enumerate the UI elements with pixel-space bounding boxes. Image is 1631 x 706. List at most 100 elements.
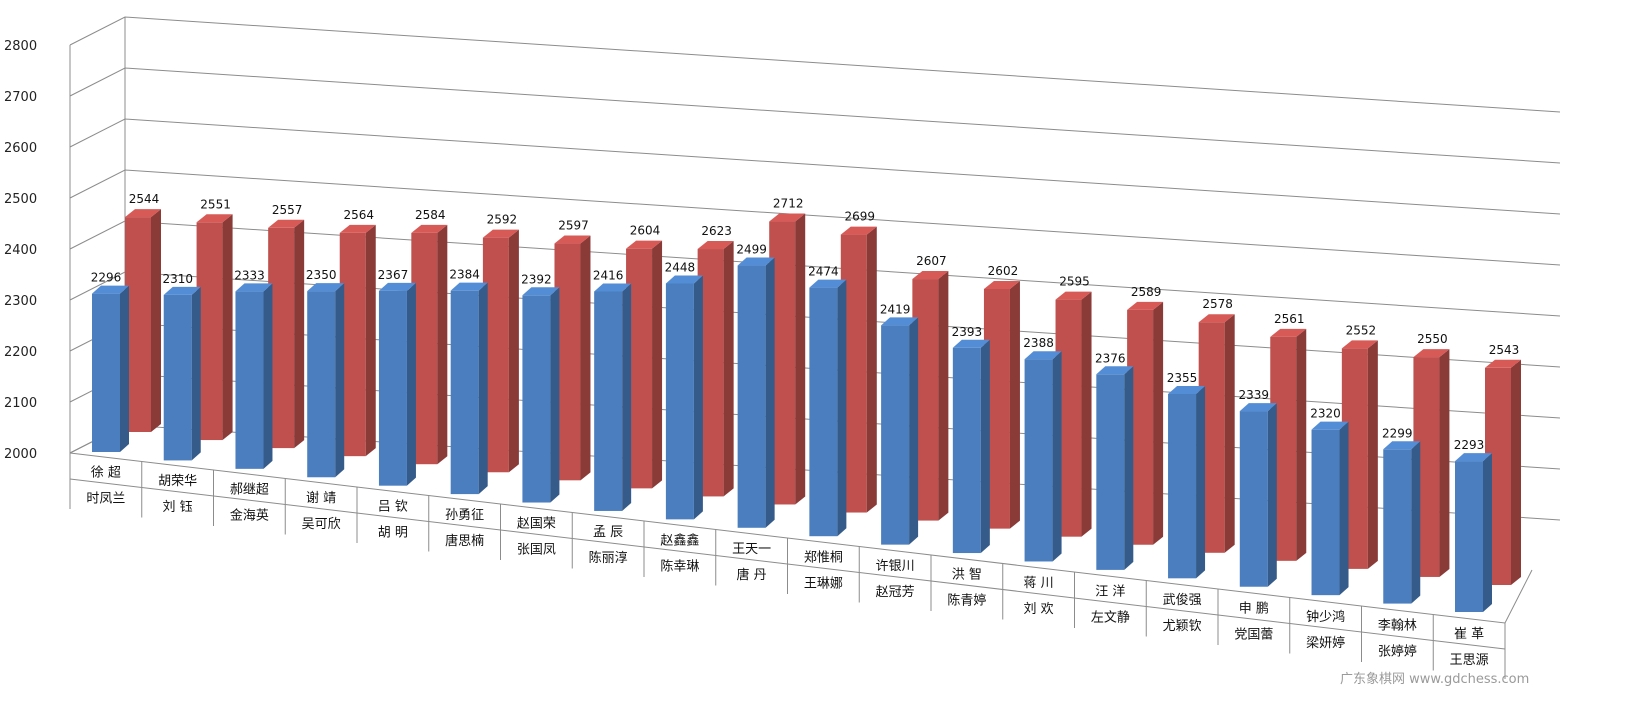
category-label-1: 孙勇征 [445,508,484,523]
series-1-bar [665,275,703,520]
category-label-2: 刘 欢 [1024,602,1054,617]
category-label-2: 张国凤 [517,542,556,557]
bar-top-face [1055,291,1092,300]
data-label: 2564 [343,208,374,222]
y-tick-label: 2600 [4,141,37,156]
category-label-2: 梁妍婷 [1306,635,1345,651]
data-label: 2333 [234,268,265,282]
bar-side-face [1439,349,1450,577]
category-label-1: 孟 辰 [593,525,623,540]
bar-top-face [1455,453,1492,462]
bar-top-face [92,285,129,294]
series-1-bar [235,283,273,469]
bar-side-face [222,214,233,441]
bar-side-face [1267,403,1277,587]
bar-front-face [522,295,551,503]
series-2-bar [697,241,734,497]
bar-front-face [163,294,192,461]
bar-side-face [1224,314,1235,553]
data-label: 2310 [162,272,193,286]
bar-front-face [196,222,223,441]
y-tick-label: 2800 [4,39,37,54]
category-label-1: 谢 靖 [306,490,336,506]
category-label-2: 金海英 [230,507,269,523]
bar-top-face [339,224,376,233]
series-1-bar [1383,441,1421,604]
bar-side-face [622,283,632,511]
bar-front-face [1168,393,1197,579]
data-label: 2293 [1454,438,1485,452]
bar-front-face [809,287,838,537]
data-label: 2388 [1023,336,1054,350]
bar-side-face [837,279,847,537]
bar-side-face [335,283,345,478]
category-label-1: 郑惟桐 [804,550,843,565]
y-tick-label: 2400 [4,243,37,258]
bar-front-face [665,283,694,520]
series-1-bar [594,283,632,511]
data-label: 2499 [736,243,767,257]
bar-front-face [378,290,407,486]
data-label: 2384 [449,268,480,282]
bar-top-face [1239,403,1277,412]
bar-side-face [1296,328,1307,561]
category-label-1: 钟少鸿 [1306,609,1345,625]
data-labels: 2544 2296 2551 2310 2557 2333 2564 2350 2584 2367… [91,192,1520,452]
category-label-1: 赵鑫鑫 [660,532,699,548]
bar-side-face [508,229,519,473]
bar-side-face [151,209,161,432]
series-1-bar [1311,421,1349,596]
data-label: 2393 [952,325,983,339]
data-label: 2376 [1095,351,1126,365]
bar-top-face [881,317,919,326]
bar-top-face [952,339,990,348]
bar-top-face [196,214,233,223]
category-label-2: 赵冠芳 [876,585,915,600]
bar-front-face [1455,461,1483,612]
bar-side-face [191,286,201,461]
data-label: 2392 [521,272,552,286]
category-label-1: 武俊强 [1163,593,1202,608]
series-1-bar [1168,385,1206,579]
category-label-1: 蒋 川 [1024,576,1054,591]
bar-top-face [1168,385,1206,394]
series-1-bar [1096,366,1134,570]
bar-top-face [1485,359,1521,368]
bar-top-face [163,286,201,295]
bar-front-face [1239,411,1268,587]
bar-side-face [1052,351,1062,562]
series-2-bar [196,214,233,441]
data-label: 2419 [880,302,911,316]
bar-front-face [1311,429,1340,596]
bar-side-face [1081,291,1092,537]
bar-side-face [909,317,919,545]
bar-front-face [1383,449,1412,604]
bar-side-face [938,271,949,521]
y-tick-label: 2500 [4,192,37,207]
category-label-1: 胡荣华 [158,474,197,489]
bar-side-face [478,282,488,495]
series-1-bar [1024,351,1062,562]
y-tick-label: 2100 [4,396,37,411]
data-label: 2367 [378,268,409,282]
data-label: 2299 [1382,426,1413,440]
bar-top-face [1127,301,1164,310]
bar-top-face [235,283,273,292]
category-label-2: 张婷婷 [1378,643,1417,659]
bar-top-face [268,219,305,228]
series-2-bar [411,224,448,465]
bar-top-face [125,209,161,218]
bar-top-face [450,282,488,291]
series-1-bar [307,283,345,478]
data-label: 2607 [916,254,947,268]
data-label: 2474 [808,265,839,279]
data-label: 2584 [415,208,446,222]
series-2-bar [626,240,663,489]
bar-top-face [1413,349,1450,358]
data-label: 2416 [593,268,624,282]
category-label-1: 崔 革 [1454,626,1484,642]
series-1-bars [92,257,1492,612]
series-2-bar [268,219,305,449]
bar-side-face [1411,441,1421,604]
bar-top-face [626,240,663,249]
